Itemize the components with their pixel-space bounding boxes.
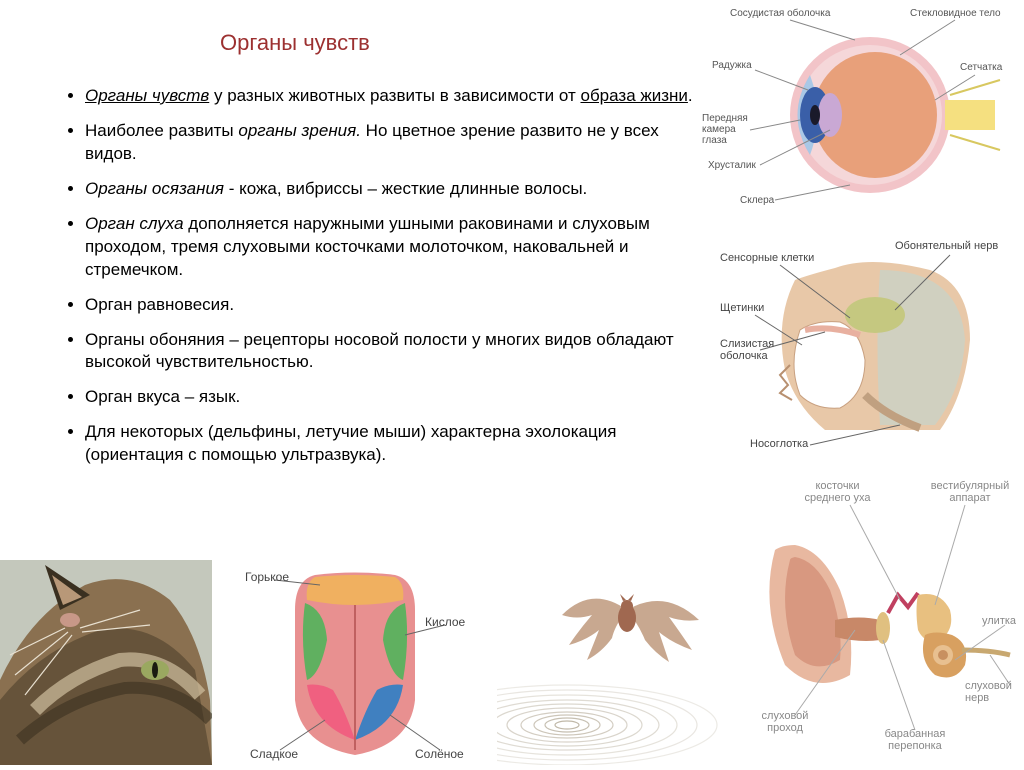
ear-label-5: барабанная перепонка — [870, 728, 960, 752]
echo-svg — [497, 555, 727, 765]
eye-label-7: Склера — [740, 195, 774, 206]
eye-label-1: Сосудистая оболочка — [730, 8, 830, 19]
nose-label-5: Носоглотка — [750, 438, 808, 450]
ear-label-2: вестибулярный аппарат — [920, 480, 1020, 504]
tongue-diagram: Горькое Кислое Сладкое Солёное — [245, 555, 465, 765]
eye-label-5: Передняя камера глаза — [702, 113, 757, 146]
bullet-5: Орган равновесия. — [85, 294, 705, 317]
ear-label-1: косточки среднего уха — [795, 480, 880, 504]
bullet-2-pre: Наиболее развиты — [85, 121, 238, 140]
bullet-2-emph: органы зрения. — [238, 121, 361, 140]
bullet-6: Органы обоняния – рецепторы носовой поло… — [85, 329, 705, 375]
bullet-1-text: у разных животных развиты в зависимости … — [209, 86, 580, 105]
bullet-1-emph: Органы чувств — [85, 86, 209, 105]
bullet-2: Наиболее развиты органы зрения. Но цветн… — [85, 120, 705, 166]
nose-label-2: Обонятельный нерв — [895, 240, 998, 252]
nose-label-1: Сенсорные клетки — [720, 252, 814, 264]
eye-label-4: Сетчатка — [960, 62, 1002, 73]
ear-label-3: улитка — [982, 615, 1016, 627]
bullet-4: Орган слуха дополняется наружными ушными… — [85, 213, 705, 282]
bullet-1-emph2: образа жизни — [580, 86, 687, 105]
bullet-list: Органы чувств у разных животных развиты … — [65, 85, 705, 479]
tongue-label-4: Солёное — [415, 747, 464, 761]
bullet-4-emph: Орган слуха — [85, 214, 184, 233]
ear-diagram: косточки среднего уха вестибулярный аппа… — [740, 475, 1020, 755]
echolocation-diagram — [497, 555, 727, 765]
eye-label-6: Хрусталик — [708, 160, 756, 171]
bullet-1: Органы чувств у разных животных развиты … — [85, 85, 705, 108]
nose-diagram: Сенсорные клетки Обонятельный нерв Щетин… — [720, 230, 1020, 460]
cat-photo — [0, 560, 212, 765]
cat-svg — [0, 560, 212, 765]
eye-diagram: Сосудистая оболочка Стекловидное тело Ра… — [700, 0, 1020, 220]
bullet-7: Орган вкуса – язык. — [85, 386, 705, 409]
tongue-label-3: Сладкое — [250, 747, 298, 761]
eye-svg — [700, 0, 1020, 220]
ear-label-6: слуховой проход — [750, 710, 820, 734]
tongue-label-1: Горькое — [245, 570, 289, 584]
tongue-svg — [245, 555, 465, 765]
tongue-label-2: Кислое — [425, 615, 465, 629]
bullet-3-text: - кожа, вибриссы – жесткие длинные волос… — [224, 179, 587, 198]
slide-title: Органы чувств — [220, 30, 370, 56]
nose-label-4: Слизистая оболочка — [720, 338, 780, 362]
nose-label-3: Щетинки — [720, 302, 764, 314]
bullet-3-emph: Органы осязания — [85, 179, 224, 198]
ear-label-4: слуховой нерв — [965, 680, 1020, 704]
eye-label-3: Радужка — [712, 60, 752, 71]
bullet-3: Органы осязания - кожа, вибриссы – жестк… — [85, 178, 705, 201]
bullet-8: Для некоторых (дельфины, летучие мыши) х… — [85, 421, 705, 467]
eye-label-2: Стекловидное тело — [910, 8, 1001, 19]
bullet-1-dot: . — [688, 86, 693, 105]
